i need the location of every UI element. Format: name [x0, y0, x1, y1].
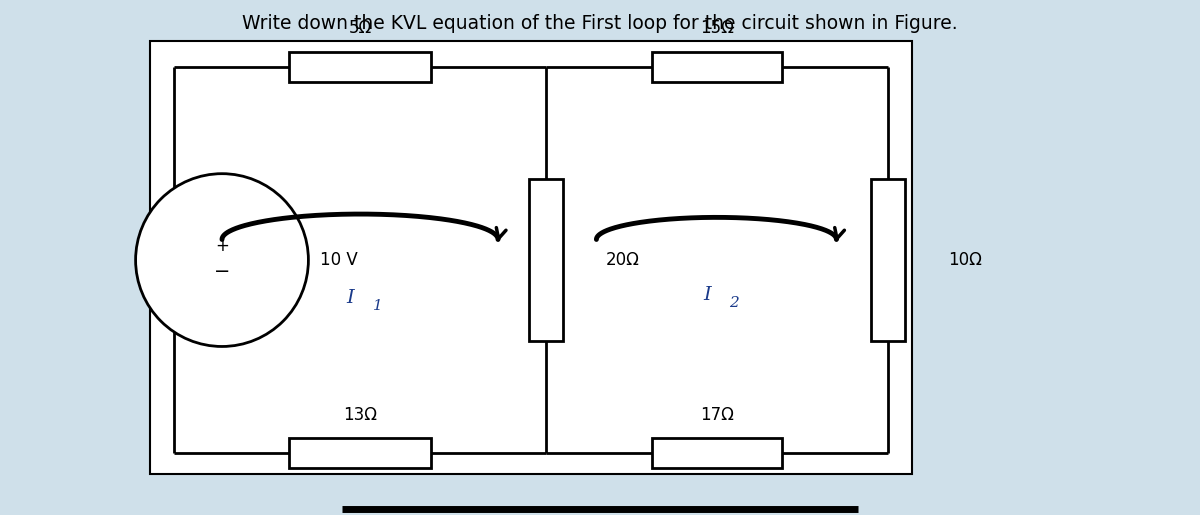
Text: 15Ω: 15Ω — [700, 20, 734, 37]
Text: I: I — [703, 286, 710, 304]
Text: −: − — [214, 263, 230, 281]
Text: 1: 1 — [373, 299, 383, 313]
FancyBboxPatch shape — [652, 52, 782, 82]
Text: 13Ω: 13Ω — [343, 406, 377, 423]
Text: 17Ω: 17Ω — [700, 406, 734, 423]
Text: I: I — [347, 289, 354, 307]
Text: Write down the KVL equation of the First loop for the circuit shown in Figure.: Write down the KVL equation of the First… — [242, 14, 958, 32]
FancyBboxPatch shape — [150, 41, 912, 474]
FancyBboxPatch shape — [871, 179, 905, 341]
FancyBboxPatch shape — [289, 52, 431, 82]
Text: 20Ω: 20Ω — [606, 251, 640, 269]
Text: +: + — [215, 237, 229, 255]
Ellipse shape — [136, 174, 308, 347]
Text: 5Ω: 5Ω — [348, 20, 372, 37]
FancyBboxPatch shape — [652, 438, 782, 468]
FancyBboxPatch shape — [289, 438, 431, 468]
Text: 2: 2 — [730, 296, 739, 310]
FancyBboxPatch shape — [529, 179, 563, 341]
Text: 10 V: 10 V — [320, 251, 358, 269]
Text: 10Ω: 10Ω — [948, 251, 982, 269]
